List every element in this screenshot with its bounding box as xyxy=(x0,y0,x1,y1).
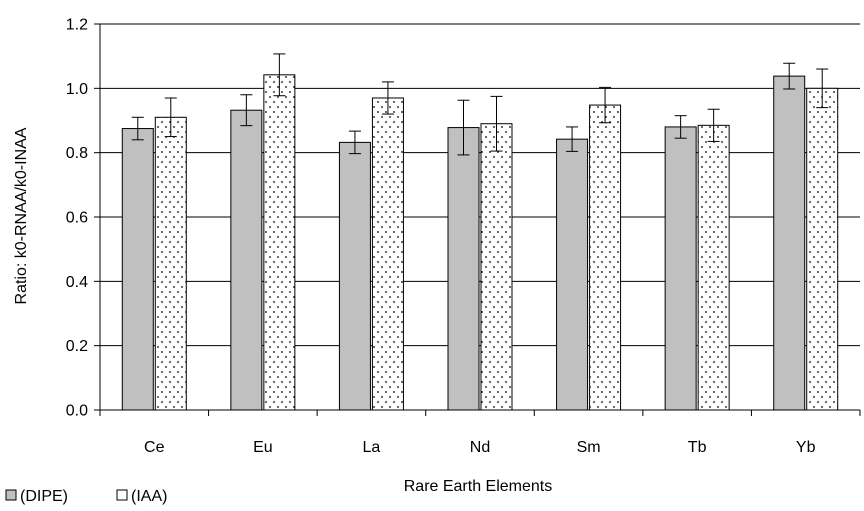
error-bar-sm-series-1 xyxy=(566,126,579,152)
error-bar-sm-series-2 xyxy=(599,86,612,124)
legend-label-series-1: (DIPE) xyxy=(20,488,68,505)
y-tick-label-0: 0.0 xyxy=(66,403,88,420)
legend-swatch-series-1 xyxy=(5,489,17,501)
bar-sm-series-2 xyxy=(589,104,622,411)
x-tick-label-tb: Tb xyxy=(688,439,707,456)
error-bar-eu-series-1 xyxy=(240,94,253,127)
legend-label-series-2: (IAA) xyxy=(131,488,167,505)
bar-tb-series-1 xyxy=(664,126,697,411)
error-bars xyxy=(131,53,829,156)
error-bar-ce-series-1 xyxy=(131,116,144,141)
error-bar-eu-series-2 xyxy=(273,53,286,97)
error-bar-la-series-2 xyxy=(381,81,394,115)
bar-eu-series-1 xyxy=(230,109,263,411)
bar-tb-series-2 xyxy=(697,124,730,411)
bar-nd-series-1 xyxy=(447,127,480,411)
bar-eu-series-2 xyxy=(263,74,296,411)
x-axis-title: Rare Earth Elements xyxy=(404,478,553,495)
error-bar-yb-series-1 xyxy=(783,62,796,90)
y-tick-label-3: 0.6 xyxy=(66,210,88,227)
bar-la-series-2 xyxy=(371,97,404,411)
error-bar-yb-series-2 xyxy=(816,68,829,109)
axes: 0.0 0.2 0.4 0.6 0.8 1.0 1.2 Ce Eu La Nd Sm Tb Yb xyxy=(66,17,861,456)
bar-ce-series-1 xyxy=(121,128,154,411)
bar-ce-series-2 xyxy=(154,116,187,411)
error-bar-nd-series-2 xyxy=(490,95,503,152)
gridlines xyxy=(100,23,860,347)
legend: (DIPE) (IAA) xyxy=(5,488,167,505)
bars xyxy=(121,74,839,411)
error-bar-nd-series-1 xyxy=(457,99,470,156)
error-bar-la-series-1 xyxy=(348,130,361,155)
x-tick-label-ce: Ce xyxy=(144,439,165,456)
x-tick-label-yb: Yb xyxy=(796,439,816,456)
legend-swatch-series-2 xyxy=(116,489,128,501)
x-tick-label-eu: Eu xyxy=(253,439,273,456)
bar-la-series-1 xyxy=(338,141,371,411)
x-tick-label-sm: Sm xyxy=(577,439,601,456)
x-tick-label-la: La xyxy=(363,439,381,456)
bar-yb-series-2 xyxy=(806,87,839,411)
bar-nd-series-2 xyxy=(480,123,513,411)
error-bar-tb-series-1 xyxy=(674,115,687,139)
y-tick-label-4: 0.8 xyxy=(66,145,88,162)
error-bar-tb-series-2 xyxy=(707,108,720,142)
bar-yb-series-1 xyxy=(773,75,806,411)
y-tick-label-2: 0.4 xyxy=(66,274,88,291)
error-bar-ce-series-2 xyxy=(164,97,177,138)
y-tick-label-1: 0.2 xyxy=(66,338,88,355)
bar-sm-series-1 xyxy=(556,138,589,411)
y-tick-label-6: 1.2 xyxy=(66,17,88,34)
y-axis-title: Ratio: k0-RNAA/k0-INAA xyxy=(13,127,30,304)
x-tick-label-nd: Nd xyxy=(470,439,490,456)
y-tick-label-5: 1.0 xyxy=(66,81,88,98)
